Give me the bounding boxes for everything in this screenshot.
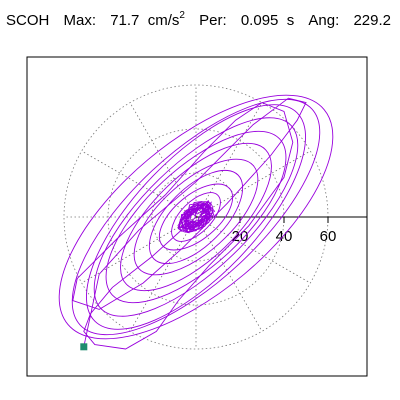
radial-axis: 20 40 60 [196,216,367,245]
trace-loop [158,183,234,251]
trace-excursion [72,97,307,350]
max-value: 71.7 [110,12,140,29]
max-unit-exponent: 2 [179,10,185,21]
angle-label: Ang: [308,12,340,29]
period-unit: s [283,12,295,29]
period-value: 0.095 [240,12,279,29]
trace-loop [133,158,259,276]
radial-tick-label: 40 [276,228,293,245]
plot-header: SCOH Max: 71.7 cm/s2 Per: 0.095 s Ang: 2… [6,10,391,34]
trace-loop [171,192,221,242]
period-unit-text: s [286,12,295,29]
motion-trace [58,94,334,350]
end-marker [80,343,88,351]
period-label: Per: [199,12,227,29]
trace-loop [86,104,306,330]
trace-loop [148,169,244,265]
angle-value: 229.2 [353,12,391,29]
station-code: SCOH [6,12,50,29]
max-unit: cm/s2 [144,10,185,29]
marker-layer [80,343,88,351]
max-unit-base: cm/s [147,12,180,29]
max-label: Max: [63,12,97,29]
trace-loop [71,98,321,336]
trace-loop [105,130,287,304]
trace-loop [120,142,272,292]
radial-tick-label: 60 [320,228,337,245]
radial-tick-label: 20 [232,228,249,245]
trace-loop [58,94,334,340]
